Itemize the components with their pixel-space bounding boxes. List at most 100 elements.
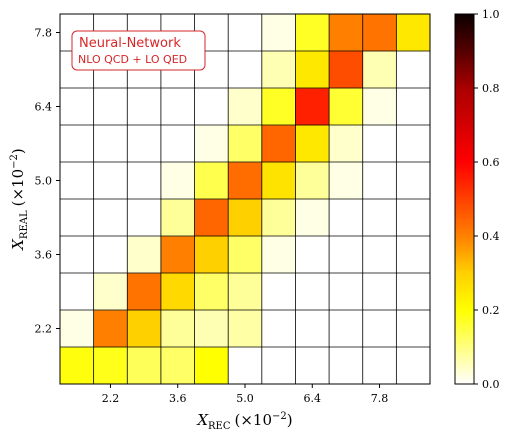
heatmap-cell	[228, 14, 263, 52]
heatmap-cell	[194, 125, 229, 163]
colorbar	[454, 13, 475, 385]
heatmap-cell	[295, 310, 330, 348]
heatmap-cell	[194, 310, 229, 348]
heatmap-cell	[261, 88, 296, 126]
colorbar-tick-label: 1.0	[482, 8, 500, 21]
heatmap-cell	[93, 125, 128, 163]
heatmap-cell	[329, 310, 364, 348]
heatmap-cell	[93, 347, 128, 385]
heatmap-cell	[228, 347, 263, 385]
heatmap-cell	[228, 51, 263, 89]
heatmap-cell	[261, 310, 296, 348]
heatmap-cell	[295, 14, 330, 52]
heatmap-cell	[362, 162, 397, 200]
x-tick-label: 3.6	[169, 392, 187, 405]
heatmap-cell	[329, 347, 364, 385]
heatmap-cell	[194, 88, 229, 126]
y-axis-ticks: 2.2 3.6 5.0 6.4 7.8	[35, 27, 60, 336]
heatmap-cell	[60, 310, 94, 348]
heatmap-cell	[261, 162, 296, 200]
heatmap-cell	[60, 199, 94, 237]
heatmap-cell	[396, 310, 431, 348]
heatmap-cell	[228, 236, 263, 274]
heatmap-gridlines	[60, 14, 430, 384]
heatmap-cell	[194, 273, 229, 311]
x-tick-label: 2.2	[102, 392, 120, 405]
heatmap-cell	[60, 162, 94, 200]
heatmap-cell	[93, 162, 128, 200]
heatmap-cell	[127, 125, 162, 163]
x-tick-label: 6.4	[304, 392, 322, 405]
heatmap-cell	[329, 125, 364, 163]
annotation-box: Neural-Network NLO QCD + LO QED	[71, 30, 206, 71]
heatmap-cell	[396, 347, 431, 385]
heatmap-cell	[228, 162, 263, 200]
heatmap-cell	[295, 125, 330, 163]
heatmap-cell	[93, 310, 128, 348]
x-axis-label: XREC (×10−2)	[196, 411, 292, 432]
colorbar-tick-label: 0.4	[482, 230, 500, 243]
heatmap-cell	[295, 162, 330, 200]
heatmap-cell	[194, 236, 229, 274]
heatmap-cell	[396, 125, 431, 163]
heatmap-cell	[127, 88, 162, 126]
colorbar-tick-label: 0.2	[482, 304, 500, 317]
heatmap-cell	[160, 199, 195, 237]
heatmap-cell	[261, 236, 296, 274]
heatmap-cell	[160, 273, 195, 311]
y-tick-label: 3.6	[35, 249, 53, 262]
x-axis-ticks: 2.2 3.6 5.0 6.4 7.8	[102, 384, 389, 405]
heatmap-cell	[228, 310, 263, 348]
annotation-subtitle: NLO QCD + LO QED	[78, 53, 187, 66]
heatmap-cell	[295, 88, 330, 126]
heatmap-cell	[160, 310, 195, 348]
heatmap-cell	[60, 347, 94, 385]
heatmap-cell	[127, 273, 162, 311]
y-axis-label: XREAL(×10−2)	[9, 148, 30, 251]
heatmap-cell	[396, 162, 431, 200]
heatmap-cell	[228, 199, 263, 237]
heatmap-cell	[93, 88, 128, 126]
heatmap-cell	[127, 347, 162, 385]
heatmap-cell	[295, 273, 330, 311]
x-tick-label: 5.0	[236, 392, 254, 405]
heatmap-cell	[362, 125, 397, 163]
heatmap-cell	[127, 236, 162, 274]
heatmap-cell	[93, 199, 128, 237]
heatmap-cell	[396, 14, 431, 52]
heatmap-cell	[329, 273, 364, 311]
heatmap-cell	[362, 310, 397, 348]
heatmap-cell	[329, 162, 364, 200]
heatmap-cell	[60, 125, 94, 163]
heatmap-cell	[60, 88, 94, 126]
heatmap-cell	[160, 162, 195, 200]
colorbar-ticks: 0.0 0.2 0.4 0.6 0.8 1.0	[474, 8, 500, 391]
heatmap-cell	[396, 51, 431, 89]
heatmap-cell	[160, 236, 195, 274]
heatmap-cell	[396, 199, 431, 237]
heatmap-cells	[60, 14, 431, 385]
heatmap-cell	[194, 199, 229, 237]
heatmap-cell	[362, 14, 397, 52]
heatmap-cell	[396, 88, 431, 126]
heatmap-cell	[329, 236, 364, 274]
heatmap-cell	[160, 88, 195, 126]
heatmap-cell	[60, 236, 94, 274]
heatmap-cell	[396, 273, 431, 311]
heatmap-cell	[329, 88, 364, 126]
heatmap-cell	[60, 273, 94, 311]
heatmap-cell	[261, 125, 296, 163]
x-tick-label: 7.8	[371, 392, 389, 405]
heatmap-cell	[127, 199, 162, 237]
heatmap-cell	[295, 51, 330, 89]
colorbar-tick-label: 0.6	[482, 156, 500, 169]
heatmap-cell	[396, 236, 431, 274]
heatmap-cell	[127, 162, 162, 200]
heatmap-cell	[261, 14, 296, 52]
heatmap-cell	[295, 199, 330, 237]
y-tick-label: 6.4	[35, 101, 53, 114]
heatmap-cell	[329, 51, 364, 89]
y-tick-label: 2.2	[35, 323, 53, 336]
heatmap-cell	[362, 273, 397, 311]
